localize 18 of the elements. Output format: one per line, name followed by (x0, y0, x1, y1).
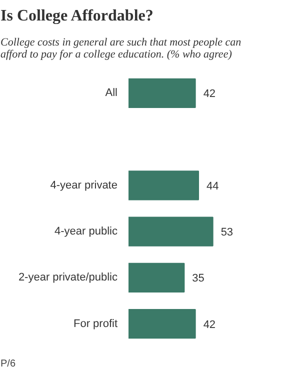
bar (128, 170, 200, 200)
y-tick-label: For profit (73, 318, 118, 330)
y-tick-label: All (105, 87, 118, 100)
y-tick-label: 4-year private (50, 179, 118, 192)
chart-title: Is College Affordable? (0, 8, 154, 24)
data-label: 44 (206, 180, 219, 192)
data-label: 42 (203, 318, 216, 331)
bar (128, 78, 196, 108)
bar (128, 216, 214, 246)
y-tick-label: 4-year public (54, 226, 118, 238)
data-label: 35 (192, 272, 204, 285)
bar (128, 262, 185, 292)
text: P/6 (0, 358, 16, 370)
data-label: 42 (203, 88, 216, 100)
y-tick-label: 2-year private/public (18, 272, 118, 284)
bar (128, 309, 196, 339)
chart-subtitle: College costs in general are such that most people can afford to pay for a college education. (% who agree) (0, 36, 242, 60)
data-label: 53 (220, 226, 234, 239)
